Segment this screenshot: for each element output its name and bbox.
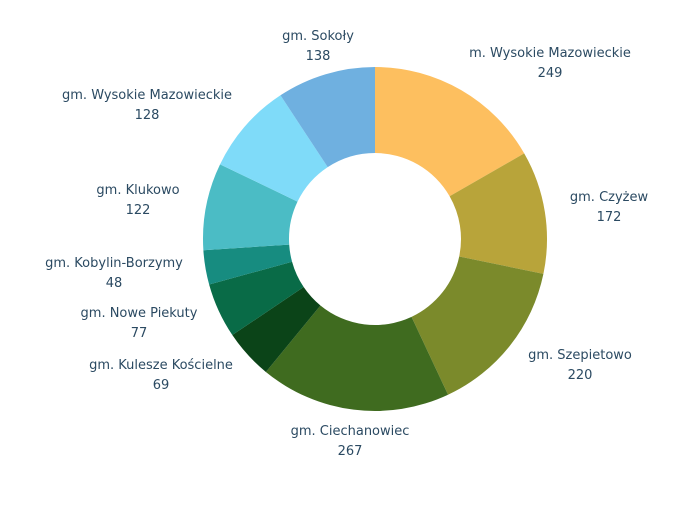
slice-name: gm. Klukowo [96,183,180,198]
slice-name: gm. Szepietowo [528,348,632,363]
slice-label-szepietowo: gm. Szepietowo 220 [528,346,632,386]
donut-slice-5 [209,261,304,336]
slice-label-wysokie-gmina: gm. Wysokie Mazowieckie 128 [62,86,232,126]
slice-value: 77 [130,326,148,341]
slice-value: 122 [125,203,151,218]
slice-value: 172 [596,210,622,225]
slice-name: gm. Sokoły [282,29,354,44]
donut-slice-1 [449,153,547,274]
slice-value: 220 [567,368,593,383]
donut-slice-9 [280,67,375,168]
donut-slice-7 [203,164,298,251]
donut-slice-8 [220,95,328,202]
slice-label-sokoly: gm. Sokoły 138 [282,27,354,67]
slice-name: gm. Wysokie Mazowieckie [62,88,232,103]
slice-name: m. Wysokie Mazowieckie [469,46,631,61]
slice-name: gm. Kulesze Kościelne [89,358,233,373]
slice-name: gm. Nowe Piekuty [80,306,198,321]
donut-slice-0 [375,67,525,197]
slice-label-kulesze: gm. Kulesze Kościelne 69 [89,356,233,396]
slice-label-klukowo: gm. Klukowo 122 [96,181,179,221]
slice-value: 267 [337,444,363,459]
slice-value: 138 [305,49,331,64]
slice-label-kobylin: gm. Kobylin-Borzymy 48 [45,254,183,294]
donut-slice-6 [203,244,293,285]
slice-value: 128 [134,108,160,123]
donut-slice-4 [232,287,321,372]
slice-name: gm. Czyżew [569,190,649,205]
slice-label-wysokie-city: m. Wysokie Mazowieckie 249 [469,44,631,84]
donut-slice-3 [265,305,449,412]
slice-name: gm. Kobylin-Borzymy [45,256,183,271]
slice-label-czyzew: gm. Czyżew 172 [570,188,648,228]
slice-value: 48 [105,276,123,291]
slice-label-ciechanowiec: gm. Ciechanowiec 267 [291,422,410,462]
slice-value: 69 [152,378,170,393]
donut-slice-2 [411,256,544,395]
chart-slices [203,67,547,412]
slice-name: gm. Ciechanowiec [290,424,410,439]
slice-label-nowe-piekuty: gm. Nowe Piekuty 77 [81,304,198,344]
slice-value: 249 [537,66,563,81]
